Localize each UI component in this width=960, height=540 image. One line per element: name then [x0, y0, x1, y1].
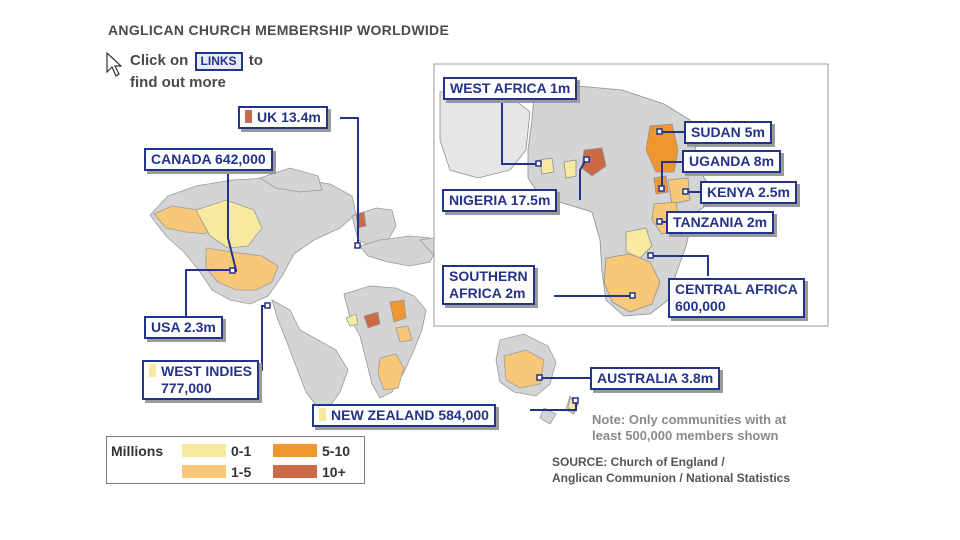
- instructions: Click on LINKS to find out more: [130, 50, 263, 94]
- legend-title: Millions: [111, 443, 164, 459]
- source-line1: SOURCE: Church of England /: [552, 455, 725, 469]
- pointer-cursor-icon: [106, 52, 122, 77]
- links-badge: LINKS: [194, 52, 243, 71]
- kenya-inset: [667, 177, 691, 205]
- central-africa-inset: [625, 227, 653, 259]
- legend-swatch-1-5: [182, 465, 226, 478]
- legend-label-0-1: 0-1: [231, 443, 252, 459]
- instruction-text: Click on: [130, 52, 189, 69]
- label-west-africa[interactable]: WEST AFRICA 1m: [443, 77, 578, 100]
- page-title: ANGLICAN CHURCH MEMBERSHIP WORLDWIDE: [108, 22, 450, 38]
- label-new-zealand-text: NEW ZEALAND 584,000: [331, 407, 489, 423]
- legend-label-5-10: 5-10: [322, 443, 351, 459]
- west-indies-swatch: [149, 364, 156, 377]
- legend: Millions 0-1 1-5 5-10 10+: [106, 436, 365, 484]
- label-southern-africa-line1: SOUTHERN: [449, 268, 528, 284]
- west-africa-inset-1: [539, 157, 555, 175]
- uk-swatch: [245, 110, 252, 123]
- west-africa-inset-2: [563, 159, 577, 179]
- source-line2: Anglican Communion / National Statistics: [552, 471, 791, 485]
- label-australia[interactable]: AUSTRALIA 3.8m: [590, 367, 721, 390]
- endpoint-markers: [229, 128, 689, 404]
- label-west-indies-line2: 777,000: [161, 380, 212, 396]
- sudan-region: [389, 299, 407, 323]
- label-west-indies[interactable]: WEST INDIES 777,000: [142, 360, 260, 400]
- label-sudan[interactable]: SUDAN 5m: [684, 121, 772, 144]
- sudan-inset: [645, 123, 679, 173]
- label-usa[interactable]: USA 2.3m: [144, 316, 223, 339]
- label-new-zealand[interactable]: NEW ZEALAND 584,000: [312, 404, 496, 427]
- nigeria-region: [363, 311, 381, 329]
- southern-africa-inset: [603, 253, 661, 313]
- label-nigeria[interactable]: NIGERIA 17.5m: [442, 189, 558, 212]
- africa-inset-map: [439, 85, 721, 317]
- note-line2: least 500,000 members shown: [592, 428, 779, 443]
- label-kenya[interactable]: KENYA 2.5m: [700, 181, 798, 204]
- note-line1: Note: Only communities with at: [592, 412, 787, 427]
- label-uk[interactable]: UK 13.4m: [238, 106, 328, 129]
- southern-africa-region: [377, 353, 405, 391]
- source-text: SOURCE: Church of England / Anglican Com…: [552, 454, 790, 486]
- label-west-indies-line1: WEST INDIES: [161, 363, 253, 379]
- west-africa-region: [345, 313, 359, 327]
- label-uganda[interactable]: UGANDA 8m: [682, 150, 782, 173]
- legend-swatch-0-1: [182, 444, 226, 457]
- label-canada[interactable]: CANADA 642,000: [144, 148, 273, 171]
- usa-region: [205, 247, 279, 291]
- label-central-africa-line1: CENTRAL AFRICA: [675, 281, 798, 297]
- label-southern-africa[interactable]: SOUTHERN AFRICA 2m: [442, 265, 535, 305]
- new-zealand-swatch: [319, 408, 326, 421]
- legend-swatch-10-plus: [273, 465, 317, 478]
- australia-region: [503, 349, 545, 389]
- label-central-africa-line2: 600,000: [675, 298, 726, 314]
- east-africa-region: [395, 325, 413, 343]
- instruction-text-to: to: [248, 52, 263, 69]
- label-southern-africa-line2: AFRICA 2m: [449, 285, 526, 301]
- label-central-africa[interactable]: CENTRAL AFRICA 600,000: [668, 278, 805, 318]
- note-text: Note: Only communities with at least 500…: [592, 412, 786, 444]
- legend-label-10-plus: 10+: [322, 464, 346, 480]
- legend-label-1-5: 1-5: [231, 464, 252, 480]
- legend-swatch-5-10: [273, 444, 317, 457]
- instruction-text-line2: find out more: [130, 74, 226, 91]
- label-tanzania[interactable]: TANZANIA 2m: [666, 211, 775, 234]
- label-uk-text: UK 13.4m: [257, 109, 321, 125]
